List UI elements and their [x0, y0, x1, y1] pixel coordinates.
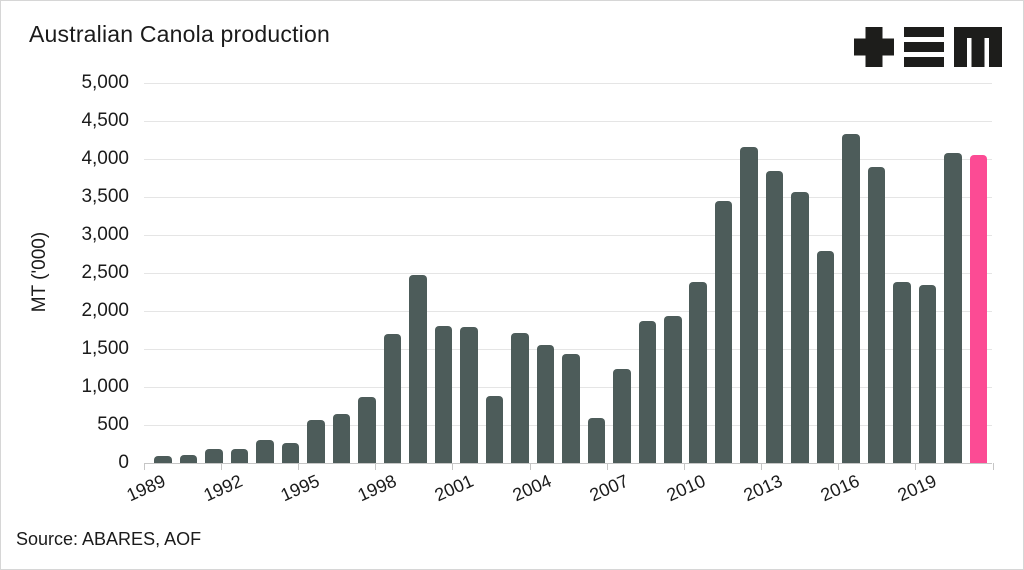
x-tick-label: 2001 [431, 470, 477, 506]
x-tick-label: 2010 [663, 470, 709, 506]
gridline [143, 311, 993, 313]
x-tick-label: 1992 [200, 470, 246, 506]
bar-2008 [638, 320, 657, 464]
x-tick-label: 1989 [123, 470, 169, 506]
bar-2012 [740, 146, 758, 464]
x-tick-label: 2016 [817, 470, 863, 506]
gridline [143, 82, 993, 84]
x-tick-label: 2007 [586, 470, 632, 506]
bar-2014 [791, 192, 809, 464]
x-tick-label: 1995 [277, 470, 323, 506]
bar-1989 [154, 455, 172, 464]
bar-1997 [358, 397, 376, 464]
x-axis-tick [992, 463, 994, 471]
bar-2010 [689, 282, 707, 464]
y-tick-label: 1,000 [81, 376, 129, 398]
x-tick-label: 2004 [509, 470, 554, 506]
brand-logo [854, 27, 1002, 69]
bar-2011 [714, 201, 733, 464]
gridline [143, 273, 993, 274]
bar-1999 [409, 275, 427, 464]
bar-2015 [816, 250, 835, 464]
gridline [143, 196, 993, 198]
bar-1996 [332, 413, 351, 464]
bar-2017 [867, 167, 886, 464]
bar-2018 [893, 282, 911, 464]
x-axis-tick [452, 463, 454, 471]
gridline [143, 158, 993, 160]
triple-bar-icon [904, 27, 944, 67]
bar-1991 [205, 449, 223, 464]
x-axis-tick [298, 463, 300, 471]
y-tick-label: 0 [118, 452, 129, 474]
chart-title: Australian Canola production [29, 21, 330, 47]
bar-1992 [230, 449, 249, 464]
bar-2009 [664, 316, 682, 464]
gridline [143, 234, 993, 236]
x-axis-tick [375, 463, 377, 471]
bar-2004 [536, 344, 555, 464]
x-tick-label: 2013 [740, 470, 786, 506]
plus-icon [854, 27, 894, 67]
bar-2002 [485, 395, 504, 464]
x-axis-line [143, 463, 993, 465]
x-axis-tick [220, 463, 222, 471]
bar-2000 [434, 326, 453, 464]
bar-2003 [511, 332, 529, 464]
x-axis-tick [761, 463, 762, 471]
m-glyph-icon [954, 27, 1002, 67]
x-axis-tick [529, 463, 531, 471]
gridline [143, 120, 993, 122]
bar-2001 [460, 327, 478, 464]
bar-2016 [842, 134, 860, 464]
y-tick-label: 3,000 [81, 223, 129, 245]
y-tick-label: 1,500 [81, 338, 129, 360]
x-axis-tick [143, 463, 145, 471]
bar-1993 [256, 440, 274, 464]
bar-2021 [969, 155, 988, 464]
y-tick-label: 500 [97, 414, 129, 436]
y-tick-label: 3,500 [81, 185, 129, 207]
source-text: Source: ABARES, AOF [16, 529, 202, 549]
bar-2007 [613, 369, 631, 464]
y-tick-label: 2,500 [81, 262, 129, 283]
x-tick-label: 2019 [894, 470, 940, 506]
x-axis-tick [606, 463, 608, 471]
x-axis-tick [915, 463, 917, 471]
bar-1990 [179, 454, 198, 464]
x-axis-tick [683, 463, 685, 471]
bar-1998 [383, 333, 402, 464]
x-tick-label: 1998 [354, 470, 400, 506]
bar-1995 [307, 419, 325, 464]
bar-2019 [918, 285, 937, 464]
bar-2005 [562, 354, 580, 464]
bar-2006 [587, 418, 606, 464]
y-tick-label: 4,500 [81, 109, 129, 131]
bar-2013 [765, 171, 784, 464]
y-tick-label: 5,000 [81, 71, 129, 93]
bar-1994 [281, 442, 300, 464]
gridline [143, 349, 993, 351]
x-axis-tick [838, 463, 840, 471]
y-tick-label: 4,000 [81, 147, 129, 169]
y-tick-label: 2,000 [81, 300, 129, 322]
bar-2020 [944, 153, 962, 464]
